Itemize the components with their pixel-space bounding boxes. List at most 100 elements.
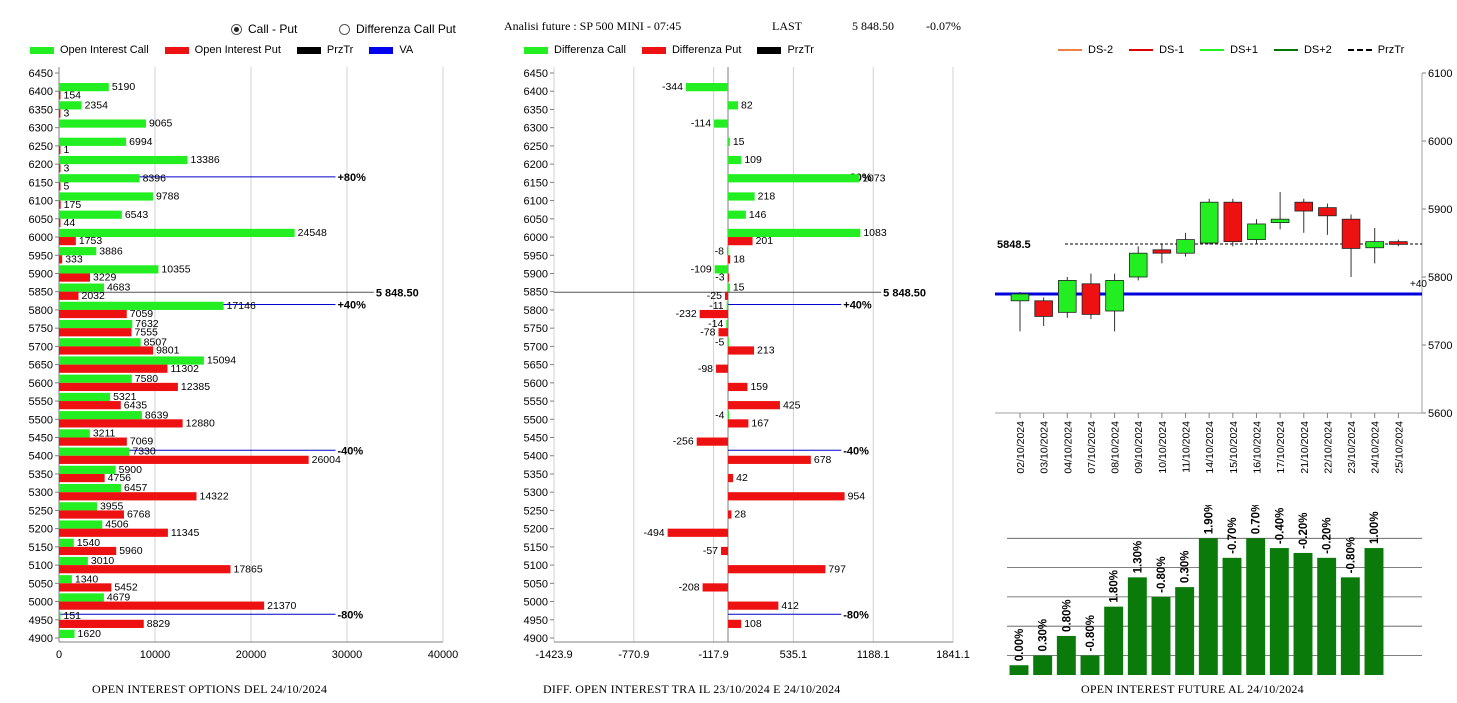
bar	[728, 473, 734, 483]
bar	[59, 401, 121, 410]
x-tick-label: 09/10/2024	[1133, 421, 1145, 474]
bar	[59, 556, 88, 566]
data-label: 1.00%	[1369, 511, 1381, 544]
bar	[728, 565, 826, 574]
legend-item-future-prztr: PrzTr	[1347, 44, 1404, 56]
data-label: 5190	[112, 81, 136, 93]
data-label: -14	[708, 318, 723, 330]
y-tick-label: 5450	[29, 433, 53, 445]
data-label: 0.80%	[1061, 599, 1073, 632]
va-label: +40	[1410, 279, 1427, 290]
x-tick-label: 1841.1	[936, 649, 970, 661]
bar	[727, 247, 729, 256]
bar	[59, 346, 154, 355]
x-tick-label: 04/10/2024	[1062, 421, 1074, 474]
y-tick-label: 6450	[524, 68, 548, 80]
data-label: 9801	[156, 345, 180, 357]
y-tick-label: 4900	[29, 633, 53, 645]
data-label: 1540	[77, 537, 101, 549]
data-label: -0.20%	[1298, 513, 1310, 549]
bar	[59, 338, 141, 347]
legend-item-ds+1: DS+1	[1200, 44, 1258, 56]
y-tick-label: 6200	[524, 159, 548, 171]
data-label: -109	[691, 263, 712, 275]
bar	[59, 520, 103, 529]
level-marker-label: +80%	[337, 172, 366, 184]
data-label: 9788	[156, 191, 180, 203]
data-label: 4683	[107, 282, 131, 294]
data-label: 3	[64, 162, 70, 174]
data-label: 1083	[863, 227, 887, 239]
legend-item-ds-1: DS-1	[1129, 44, 1184, 56]
data-label: 21370	[267, 600, 296, 612]
y-tick-label: 5900	[524, 268, 548, 280]
data-label: 15094	[207, 355, 236, 367]
bar	[1104, 606, 1124, 675]
bar	[1198, 538, 1218, 675]
radio-differenza[interactable]: Differenza Call Put	[339, 22, 456, 36]
data-label: 15	[733, 282, 745, 294]
y-tick-label: 5750	[29, 323, 53, 335]
bar	[59, 109, 61, 118]
data-label: -8	[715, 245, 724, 257]
bar	[59, 546, 117, 556]
bar	[696, 437, 729, 446]
bar	[59, 182, 61, 191]
data-label: 954	[848, 490, 866, 502]
legend-label: DS-2	[1088, 44, 1114, 56]
bar	[59, 483, 121, 493]
y-tick-label: 6000	[1428, 136, 1452, 148]
radio-selected-icon	[231, 23, 242, 35]
y-tick-label: 6250	[524, 141, 548, 153]
bar	[1340, 577, 1360, 675]
bar	[721, 546, 729, 556]
x-tick-label: 03/10/2024	[1039, 421, 1051, 474]
data-label: 0.30%	[1180, 551, 1192, 584]
y-tick-label: 5150	[29, 542, 53, 554]
data-label: 7580	[135, 373, 159, 385]
bar	[728, 346, 755, 355]
data-label: -344	[662, 81, 683, 93]
bar	[716, 364, 729, 373]
legend-item-prztr: PrzTr	[296, 44, 353, 56]
radio-call-put-label: Call - Put	[248, 22, 298, 36]
bar	[59, 247, 97, 256]
bar	[1056, 635, 1076, 675]
data-label: 159	[750, 381, 768, 393]
bar	[728, 255, 731, 264]
y-tick-label: 5600	[1428, 408, 1452, 420]
y-tick-label: 5000	[524, 597, 548, 609]
radio-call-put[interactable]: Call - Put	[231, 22, 297, 36]
y-tick-label: 5100	[29, 560, 53, 572]
data-label: 167	[751, 417, 769, 429]
level-marker-label: +40%	[843, 299, 872, 311]
data-label: 8396	[143, 172, 167, 184]
legend-oi: Open Interest Call Open Interest Put Prz…	[30, 44, 429, 56]
bar	[59, 611, 61, 620]
data-label: 11302	[170, 363, 199, 375]
x-tick-label: -117.9	[698, 649, 728, 661]
last-value: 5 848.50	[852, 19, 894, 33]
y-tick-label: 5900	[1428, 204, 1452, 216]
data-label: 5321	[113, 391, 137, 403]
bar	[59, 411, 142, 420]
data-label: 1073	[862, 172, 886, 184]
legend-item-ds-2: DS-2	[1058, 44, 1113, 56]
data-label: -11	[709, 300, 724, 312]
data-label: 1	[64, 144, 70, 156]
y-tick-label: 5400	[29, 451, 53, 463]
data-label: 1.90%	[1203, 505, 1215, 534]
x-tick-label: -770.9	[618, 649, 649, 661]
data-label: 44	[64, 217, 76, 229]
y-tick-label: 5650	[524, 360, 548, 372]
legend-label: DS-1	[1159, 44, 1185, 56]
x-tick-label: -1423.9	[535, 649, 572, 661]
data-label: 12385	[181, 381, 210, 393]
y-tick-label: 5650	[29, 360, 53, 372]
y-tick-label: 5600	[29, 378, 53, 390]
bar	[1222, 557, 1242, 675]
bar	[728, 510, 732, 519]
candle-body	[1081, 283, 1101, 315]
bar	[59, 210, 122, 219]
bar	[59, 309, 127, 319]
